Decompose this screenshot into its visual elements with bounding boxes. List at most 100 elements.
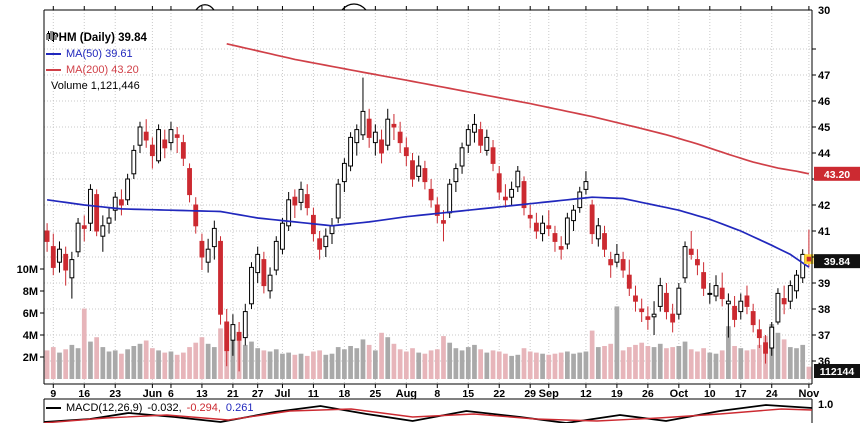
candle-body <box>236 331 242 341</box>
candle-body <box>775 292 781 323</box>
candle-body <box>633 295 638 302</box>
axis-label: 21 <box>227 388 239 400</box>
axis-label: 27 <box>252 388 264 400</box>
volume-bar <box>670 347 675 379</box>
axis-label: 39 <box>818 278 830 290</box>
volume-bar <box>304 355 310 379</box>
volume-bar <box>156 350 161 379</box>
volume-bar <box>273 349 279 379</box>
legend-row-ma50: MA(50) 39.61 <box>46 46 147 61</box>
candle-body <box>131 149 137 175</box>
volume-bar <box>552 353 558 379</box>
axis-label: Jul <box>274 388 290 400</box>
symbol-title: PHM (Daily) 39.84 <box>51 31 147 44</box>
candle-body <box>69 259 75 279</box>
axis-label: 13 <box>196 388 208 400</box>
axis-label: 8M <box>23 286 38 298</box>
axis-label: 37 <box>818 330 830 342</box>
axis-label: 8 <box>434 388 440 400</box>
volume-bar <box>261 350 267 379</box>
candle-body <box>626 274 632 289</box>
candle-body <box>112 196 118 211</box>
volume-bar <box>744 350 750 379</box>
volume-bar <box>329 353 335 379</box>
candle-body <box>756 329 762 339</box>
candle-body <box>787 285 793 302</box>
volume-bar <box>571 353 576 379</box>
candle-body <box>478 129 484 146</box>
candle-body <box>391 123 397 128</box>
candle-body <box>620 259 626 271</box>
volume-bar <box>100 347 106 379</box>
candle-body <box>156 129 162 162</box>
volume-bar <box>434 349 440 379</box>
volume-bar <box>750 349 756 379</box>
candle-body <box>218 240 223 315</box>
candle-body <box>521 181 527 209</box>
candle-body <box>205 248 211 263</box>
candle-body <box>292 196 298 206</box>
ma50-label: MA(50) 39.61 <box>66 47 133 60</box>
candle-body <box>354 129 360 144</box>
candle-body <box>187 168 192 196</box>
candle-body <box>558 246 564 250</box>
candle-body <box>707 292 713 295</box>
axis-label: 24 <box>766 388 778 400</box>
candle-body <box>267 274 273 292</box>
candle-body <box>168 129 174 144</box>
volume-bar <box>540 353 545 379</box>
volume-bar <box>286 352 291 379</box>
candle-body <box>224 321 230 352</box>
ma50-line <box>46 196 810 268</box>
volume-bar <box>193 342 199 379</box>
volume-bar <box>249 341 254 379</box>
candle-body <box>441 220 446 224</box>
candle-body <box>639 308 645 313</box>
volume-bar <box>515 354 521 379</box>
candle-body <box>800 253 806 279</box>
volume-bar <box>181 352 186 379</box>
volume-bar <box>645 346 651 379</box>
volume-bar <box>335 347 341 379</box>
volume-bar <box>69 344 75 379</box>
volume-bar <box>781 339 787 379</box>
volume-bar <box>546 354 552 379</box>
candle-body <box>304 194 310 209</box>
candle-body <box>564 217 570 245</box>
chart-legend: PHM (Daily) 39.84 MA(50) 39.61 MA(200) 4… <box>46 30 147 93</box>
candle-body <box>595 225 601 240</box>
candle-body <box>502 196 508 201</box>
volume-bar <box>168 351 174 379</box>
volume-bar <box>787 347 793 379</box>
volume-bar <box>410 348 415 379</box>
volume-bar <box>360 339 366 379</box>
axis-label: 29 <box>524 388 536 400</box>
candle-body <box>379 139 384 154</box>
candle-body <box>453 168 459 183</box>
ma200-price-badge <box>814 166 860 181</box>
axis-label: 6M <box>23 308 38 320</box>
volume-bar <box>50 347 56 379</box>
axis-label: 41 <box>818 226 830 238</box>
candle-body <box>100 225 106 237</box>
axis-label: 26 <box>642 388 654 400</box>
volume-bar <box>626 347 632 379</box>
candle-body <box>94 194 100 232</box>
axis-label: 16 <box>78 388 90 400</box>
volume-bar <box>459 350 465 379</box>
macd-line-icon <box>46 407 61 409</box>
candle-body <box>75 222 81 253</box>
candle-body <box>651 313 657 318</box>
volume-bar <box>94 337 99 379</box>
candle-body <box>335 183 341 219</box>
volume-bar <box>373 350 378 379</box>
volume-bar <box>348 346 353 379</box>
candle-body <box>738 300 744 313</box>
volume-bar <box>794 348 799 379</box>
volume-bar <box>478 349 483 379</box>
volume-bar <box>490 350 496 379</box>
volume-bar <box>503 353 508 379</box>
candle-body <box>341 162 347 183</box>
